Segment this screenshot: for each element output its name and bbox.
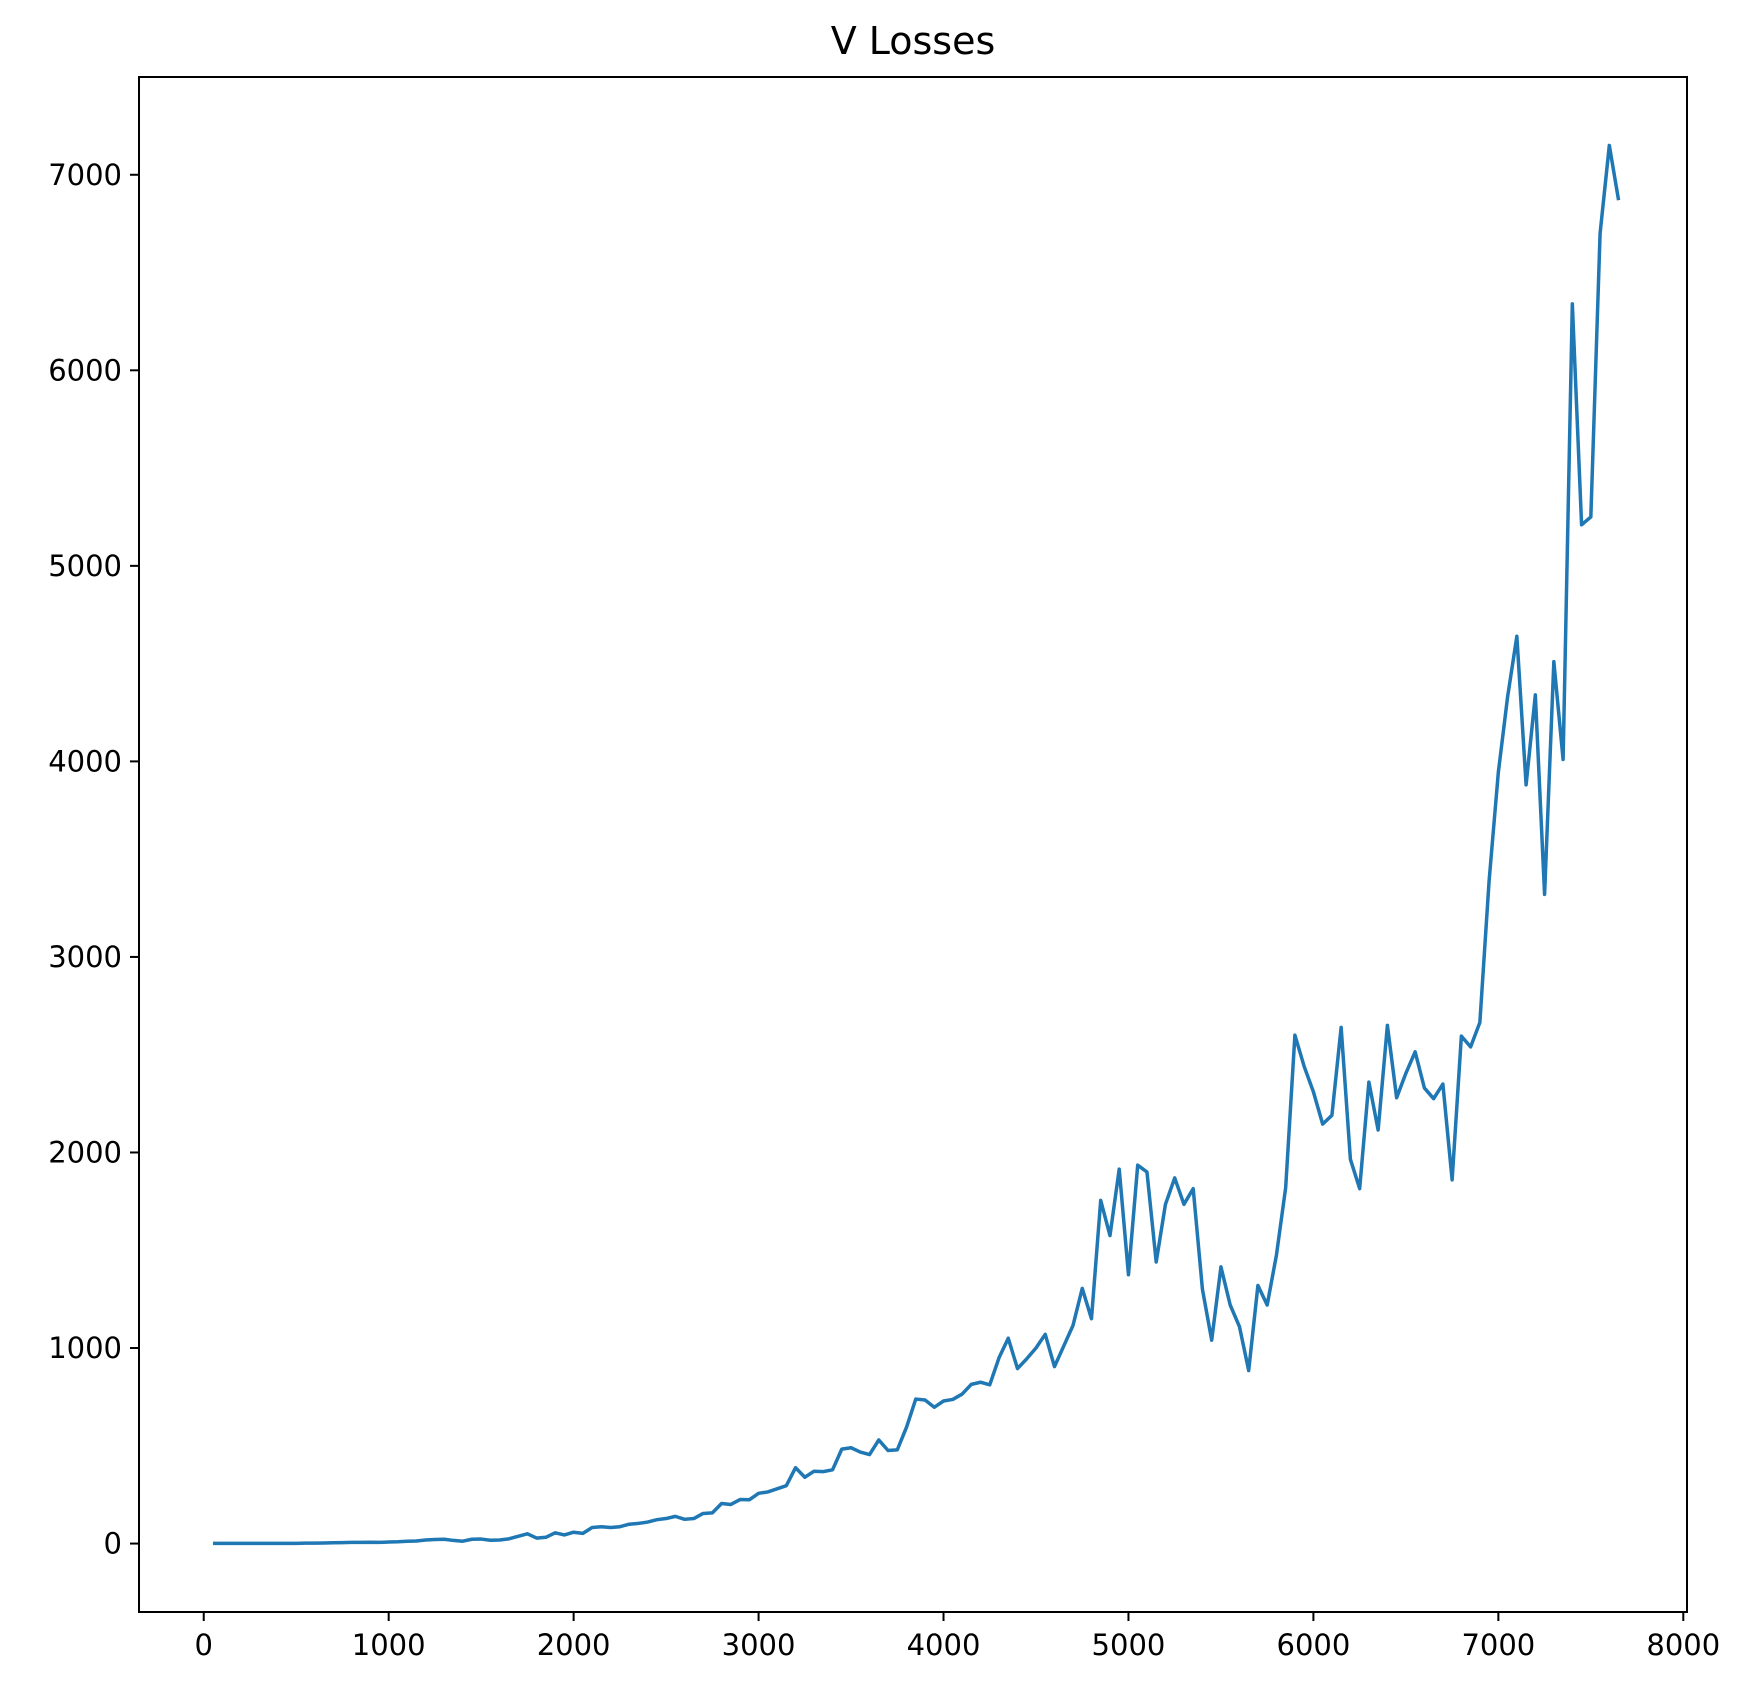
x-tick-label: 2000 — [537, 1628, 611, 1662]
y-tick-label: 4000 — [48, 744, 122, 778]
chart-title: V Losses — [831, 19, 996, 63]
x-tick-label: 6000 — [1277, 1628, 1351, 1662]
x-tick-label: 3000 — [722, 1628, 796, 1662]
y-tick-label: 2000 — [48, 1135, 122, 1169]
y-tick-label: 7000 — [48, 158, 122, 192]
axes-frame — [138, 76, 1688, 1613]
y-tick-label: 5000 — [48, 549, 122, 583]
x-tick-label: 1000 — [352, 1628, 426, 1662]
plot-area — [212, 143, 1621, 1546]
x-tick-label: 8000 — [1646, 1628, 1720, 1662]
y-tick-label: 3000 — [48, 940, 122, 974]
x-tick-label: 5000 — [1092, 1628, 1166, 1662]
y-tick-label: 1000 — [48, 1331, 122, 1365]
y-tick-label: 6000 — [48, 353, 122, 387]
x-axis: 0 1000 2000 3000 4000 5000 6000 7000 8000 — [195, 1612, 1720, 1662]
y-axis: 0 1000 2000 3000 4000 5000 6000 7000 — [48, 158, 139, 1561]
x-tick-label: 0 — [195, 1628, 213, 1662]
x-tick-label: 7000 — [1461, 1628, 1535, 1662]
series-line-0 — [212, 143, 1621, 1546]
x-tick-label: 4000 — [907, 1628, 981, 1662]
y-tick-label: 0 — [104, 1527, 122, 1561]
